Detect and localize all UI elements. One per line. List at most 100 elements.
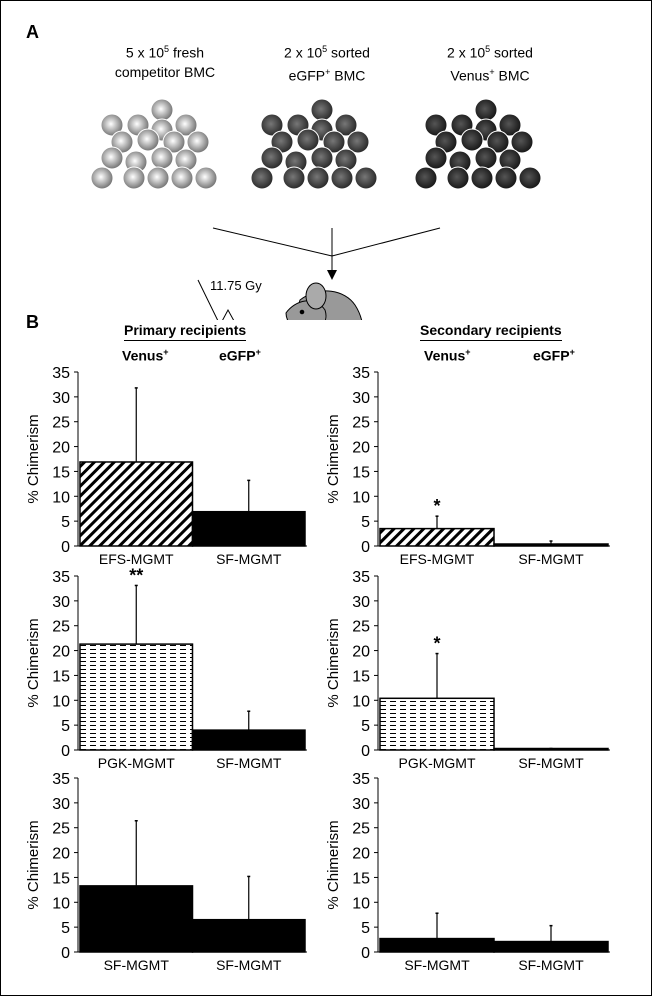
- y-tick-label: 25: [352, 415, 370, 432]
- cell: [100, 146, 124, 170]
- y-tick-label: 0: [61, 539, 70, 556]
- cap-text: sorted: [490, 44, 533, 61]
- cap-text: 2 x 10: [447, 44, 486, 61]
- y-tick-label: 20: [52, 440, 70, 457]
- cell: [90, 166, 114, 190]
- y-tick-label: 35: [352, 365, 370, 382]
- bar: [379, 937, 495, 953]
- cell: [424, 113, 448, 137]
- chart-s3: 0 5 10 15 20 25 30 35 % Chimerism SF-MGMT SF-MGMT: [325, 771, 610, 973]
- y-tick-label: 10: [352, 693, 370, 710]
- category-label: PGK-MGMT: [98, 755, 175, 771]
- cap-sup: 5: [322, 44, 328, 54]
- arrow-line: [331, 227, 441, 257]
- y-tick-label: 5: [61, 718, 70, 735]
- irradiation-label: 11.75 Gy: [210, 278, 262, 293]
- cap-text: Venus: [450, 67, 490, 84]
- y-tick-label: 10: [352, 895, 370, 912]
- lightning-icon: [197, 279, 235, 320]
- category-label: SF-MGMT: [216, 551, 282, 567]
- cell: [510, 130, 534, 154]
- category-label: EFS-MGMT: [400, 551, 475, 567]
- y-tick-label: 25: [352, 821, 370, 838]
- significance-mark: **: [129, 565, 143, 585]
- y-axis-label: % Chimerism: [325, 414, 342, 503]
- col-text: Venus: [424, 347, 466, 364]
- arrow-line: [212, 227, 333, 257]
- cell: [460, 128, 484, 152]
- mouse-icon: [285, 282, 363, 320]
- cell: [260, 113, 284, 137]
- y-tick-label: 30: [52, 390, 70, 407]
- group-label-competitor: 5 x 105 fresh competitor BMC: [100, 40, 230, 82]
- group-label-venus: 2 x 105 sorted Venus+ BMC: [425, 40, 555, 85]
- y-tick-label: 5: [61, 514, 70, 531]
- bar: [493, 940, 609, 953]
- cell: [136, 128, 160, 152]
- cap-text: eGFP: [288, 67, 326, 84]
- y-tick-label: 20: [352, 846, 370, 863]
- secondary-recipients-title: Secondary recipients: [420, 322, 562, 341]
- cap-text: BMC: [330, 67, 366, 84]
- col-venus-secondary: Venus+: [424, 347, 471, 364]
- category-label: SF-MGMT: [404, 957, 470, 973]
- cap-text: sorted: [327, 44, 370, 61]
- chart-p3: 0 5 10 15 20 25 30 35 % Chimerism SF-MGMT SF-MGMT: [25, 771, 307, 973]
- y-tick-label: 10: [52, 895, 70, 912]
- y-axis-label: % Chimerism: [25, 618, 42, 707]
- y-tick-label: 0: [361, 539, 370, 556]
- cell: [470, 166, 494, 190]
- cell: [122, 166, 146, 190]
- cell: [518, 166, 542, 190]
- category-label: PGK-MGMT: [399, 755, 476, 771]
- chart-p2: 0 5 10 15 20 25 30 35 % Chimerism PGK-MGMT ** SF-MG…: [25, 565, 307, 771]
- y-tick-label: 30: [52, 796, 70, 813]
- cell: [250, 166, 274, 190]
- cell: [162, 130, 186, 154]
- y-axis-label: % Chimerism: [325, 618, 342, 707]
- col-egfp-secondary: eGFP+: [533, 347, 575, 364]
- col-text: eGFP: [219, 347, 256, 364]
- col-sup: +: [465, 347, 471, 357]
- category-label: SF-MGMT: [216, 755, 282, 771]
- arrow-head-icon: [327, 270, 337, 280]
- y-tick-label: 15: [352, 464, 370, 481]
- y-tick-label: 25: [352, 619, 370, 636]
- y-tick-label: 0: [361, 945, 370, 962]
- bar: [379, 527, 495, 547]
- y-tick-label: 25: [52, 821, 70, 838]
- cell: [446, 166, 470, 190]
- category-label: SF-MGMT: [518, 755, 584, 771]
- cell: [306, 166, 330, 190]
- y-tick-label: 10: [52, 489, 70, 506]
- cell: [146, 166, 170, 190]
- cell: [194, 166, 218, 190]
- significance-mark: *: [433, 634, 440, 654]
- cell-diagram: [90, 98, 542, 320]
- cap-text: fresh: [169, 44, 205, 61]
- bar: [191, 729, 306, 751]
- y-tick-label: 0: [61, 945, 70, 962]
- panel-b-label: B: [26, 312, 39, 332]
- y-tick-label: 30: [352, 796, 370, 813]
- primary-recipients-title: Primary recipients: [124, 322, 247, 341]
- chart-p1: 0 5 10 15 20 25 30 35 % Chimerism EFS-MGMT SF-MGMT: [25, 365, 307, 567]
- cap-sup: 5: [164, 44, 170, 54]
- y-tick-label: 5: [361, 718, 370, 735]
- group-label-egfp: 2 x 105 sorted eGFP+ BMC: [262, 40, 392, 85]
- cell: [334, 113, 358, 137]
- bar: [191, 510, 306, 547]
- cap-text: 5 x 10: [125, 44, 165, 61]
- cap-text: BMC: [494, 67, 530, 84]
- cell: [498, 113, 522, 137]
- y-tick-label: 35: [52, 771, 70, 788]
- cell: [170, 166, 194, 190]
- col-text: eGFP: [533, 347, 570, 364]
- category-label: SF-MGMT: [518, 551, 584, 567]
- y-tick-label: 30: [352, 594, 370, 611]
- cell: [424, 146, 448, 170]
- y-tick-label: 15: [352, 870, 370, 887]
- y-tick-label: 20: [52, 846, 70, 863]
- bar: [493, 543, 609, 547]
- y-axis-label: % Chimerism: [25, 820, 42, 909]
